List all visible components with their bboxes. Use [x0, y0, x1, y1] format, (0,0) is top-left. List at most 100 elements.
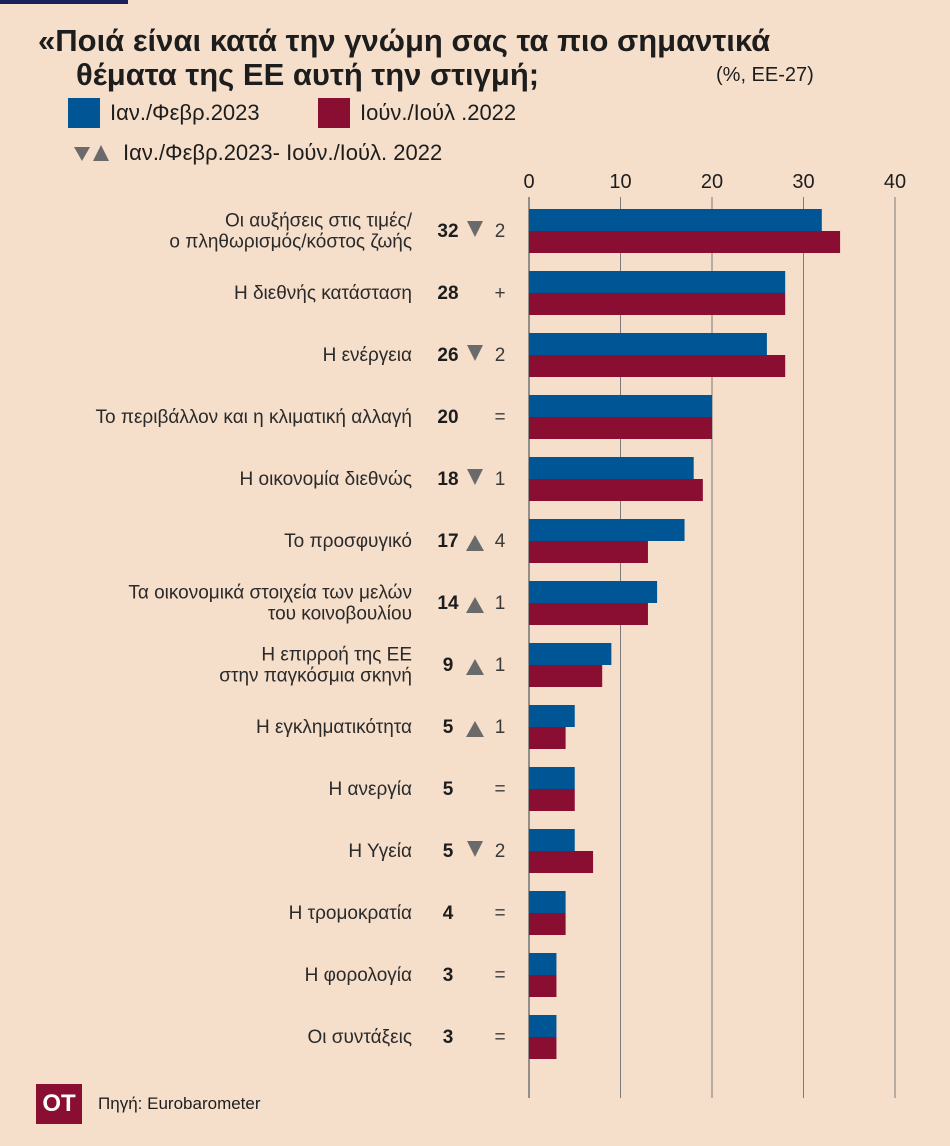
- change-label: 4: [495, 531, 506, 552]
- triangle-up-icon: [466, 535, 484, 551]
- top-accent-line: [0, 0, 128, 4]
- change-label: =: [494, 965, 505, 986]
- change-label: 2: [495, 345, 506, 366]
- bar-series2: [529, 665, 603, 687]
- bar-series1: [529, 643, 612, 665]
- legend-label-series1: Ιαν./Φεβρ.2023: [110, 100, 260, 125]
- bar-series1: [529, 953, 557, 975]
- category-label: Η φορολογία: [305, 965, 412, 986]
- change-label: +: [494, 283, 505, 304]
- x-tick-label: 0: [523, 171, 534, 193]
- legend-swatch-series1: [68, 98, 100, 128]
- bar-series2: [529, 293, 786, 315]
- source-note: Πηγή: Eurobarometer: [98, 1094, 261, 1113]
- value-label: 26: [437, 345, 458, 366]
- value-label: 32: [437, 221, 458, 242]
- x-tick-label: 30: [792, 171, 814, 193]
- value-label: 14: [437, 593, 459, 614]
- bar-series2: [529, 417, 712, 439]
- chart-title-line1: «Ποιά είναι κατά την γνώμη σας τα πιο ση…: [38, 23, 771, 58]
- bar-series2: [529, 913, 566, 935]
- value-label: 18: [437, 469, 458, 490]
- category-label: Η επιρροή της ΕΕ: [261, 645, 412, 666]
- value-label: 3: [443, 965, 454, 986]
- bar-series2: [529, 1037, 557, 1059]
- category-label: Το περιβάλλον και η κλιματική αλλαγή: [95, 407, 412, 428]
- bar-series1: [529, 767, 575, 789]
- value-label: 3: [443, 1027, 454, 1048]
- category-label: Η οικονομία διεθνώς: [240, 469, 412, 490]
- category-label: Το προσφυγικό: [284, 531, 412, 552]
- value-label: 5: [443, 841, 454, 862]
- bar-series2: [529, 975, 557, 997]
- bar-series1: [529, 829, 575, 851]
- category-label: Η διεθνής κατάσταση: [234, 283, 412, 304]
- bar-series2: [529, 727, 566, 749]
- bar-series1: [529, 1015, 557, 1037]
- value-label: 20: [437, 407, 458, 428]
- category-label: Οι αυξήσεις στις τιμές/: [225, 211, 413, 232]
- value-label: 9: [443, 655, 454, 676]
- bar-series2: [529, 851, 594, 873]
- bar-series1: [529, 333, 767, 355]
- category-label: Τα οικονομικά στοιχεία των μελών: [128, 583, 412, 604]
- bar-series1: [529, 271, 786, 293]
- change-label: =: [494, 407, 505, 428]
- bar-series1: [529, 581, 658, 603]
- bar-series2: [529, 231, 841, 253]
- legend-item-series2: Ιούν./Ιούλ .2022: [318, 98, 516, 128]
- category-label: Η Υγεία: [348, 841, 412, 862]
- change-label: 1: [495, 593, 506, 614]
- triangle-down-icon: [467, 469, 483, 485]
- value-label: 17: [437, 531, 458, 552]
- change-label: 1: [495, 655, 506, 676]
- legend-label-change: Ιαν./Φεβρ.2023- Ιούν./Ιούλ. 2022: [123, 140, 443, 165]
- unit-label: (%, ΕΕ-27): [716, 64, 814, 86]
- category-label: στην παγκόσμια σκηνή: [219, 666, 412, 687]
- x-tick-label: 20: [701, 171, 723, 193]
- change-label: =: [494, 1027, 505, 1048]
- bar-series1: [529, 519, 685, 541]
- bar-series1: [529, 891, 566, 913]
- category-label: Η εγκληματικότητα: [256, 717, 412, 738]
- category-label: Η ενέργεια: [323, 345, 412, 366]
- triangle-down-icon: [467, 841, 483, 857]
- value-label: 4: [443, 903, 454, 924]
- value-label: 28: [437, 283, 458, 304]
- category-label: Οι συντάξεις: [308, 1027, 412, 1048]
- bar-series1: [529, 209, 822, 231]
- category-label: ο πληθωρισμός/κόστος ζωής: [169, 232, 412, 253]
- triangle-down-icon: [467, 221, 483, 237]
- chart-title-line2: θέματα της ΕΕ αυτή την στιγμή;: [76, 57, 540, 92]
- bar-series2: [529, 479, 703, 501]
- x-tick-label: 40: [884, 171, 906, 193]
- category-label: Η τρομοκρατία: [289, 903, 412, 924]
- bar-series2: [529, 541, 648, 563]
- legend-swatch-series2: [318, 98, 350, 128]
- legend-item-series1: Ιαν./Φεβρ.2023: [68, 98, 260, 128]
- change-label: =: [494, 903, 505, 924]
- bar-series2: [529, 355, 786, 377]
- x-tick-label: 10: [609, 171, 631, 193]
- bar-series2: [529, 789, 575, 811]
- triangle-up-icon: [93, 145, 109, 161]
- triangle-up-icon: [466, 721, 484, 737]
- legend-label-series2: Ιούν./Ιούλ .2022: [360, 100, 517, 125]
- bar-series1: [529, 705, 575, 727]
- change-label: 2: [495, 221, 506, 242]
- chart-title: «Ποιά είναι κατά την γνώμη σας τα πιο ση…: [38, 24, 918, 92]
- legend-item-change: Ιαν./Φεβρ.2023- Ιούν./Ιούλ. 2022: [74, 140, 442, 166]
- triangle-down-icon: [74, 147, 90, 161]
- value-label: 5: [443, 717, 454, 738]
- triangle-up-icon: [466, 659, 484, 675]
- change-label: 2: [495, 841, 506, 862]
- change-label: 1: [495, 717, 506, 738]
- bar-series2: [529, 603, 648, 625]
- triangle-down-icon: [467, 345, 483, 361]
- triangle-up-icon: [466, 597, 484, 613]
- value-label: 5: [443, 779, 454, 800]
- category-label: Η ανεργία: [329, 779, 412, 800]
- category-label: του κοινοβουλίου: [268, 604, 412, 625]
- ot-logo: OT: [36, 1084, 82, 1124]
